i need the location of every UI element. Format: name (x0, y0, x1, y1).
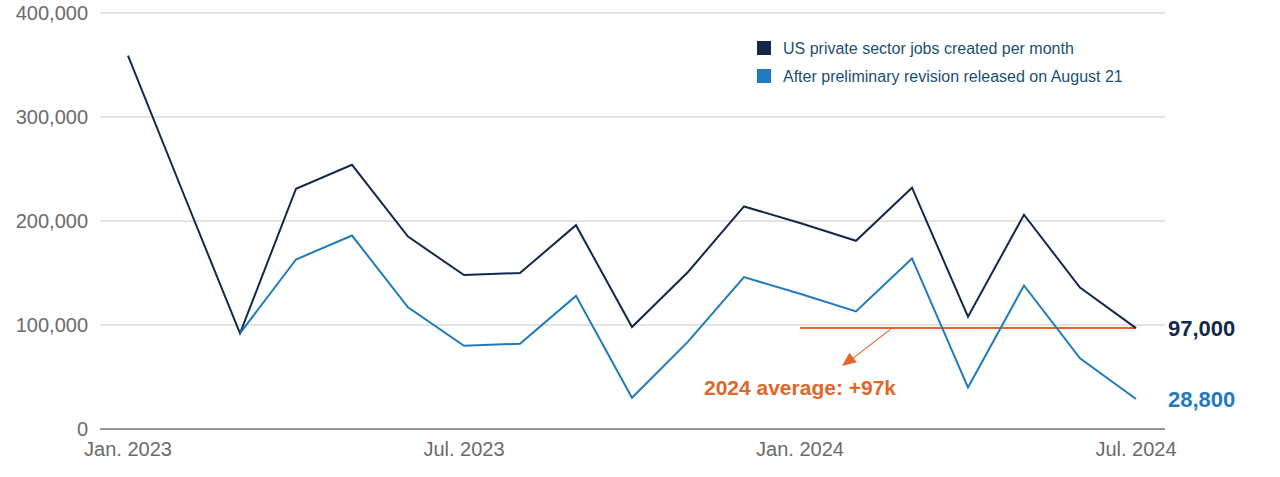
y-tick-label: 200,000 (16, 210, 88, 232)
y-tick-label: 100,000 (16, 314, 88, 336)
legend: US private sector jobs created per month… (757, 40, 1123, 85)
plot-area (128, 56, 1136, 399)
annotation-arrowhead (842, 353, 857, 366)
y-tick-label: 400,000 (16, 2, 88, 24)
data-label: 97,000 (1168, 316, 1235, 341)
x-tick-label: Jan. 2024 (756, 438, 844, 460)
x-tick-label: Jul. 2023 (423, 438, 504, 460)
chart: 0 100,000 200,000 300,000 400,000 Jan. 2023 Ju… (0, 0, 1280, 477)
x-tick-label: Jan. 2023 (84, 438, 172, 460)
grid-line (100, 221, 1165, 222)
series-line (240, 236, 1136, 399)
legend-label: US private sector jobs created per month (783, 40, 1074, 57)
grid-line (100, 117, 1165, 118)
y-tick-label: 0 (77, 418, 88, 440)
data-label: 28,800 (1168, 387, 1235, 412)
legend-label: After preliminary revision released on A… (783, 68, 1123, 85)
x-axis-line (100, 428, 1165, 429)
grid-line (100, 429, 1165, 430)
grid-line (100, 13, 1165, 14)
annotation-line (800, 327, 1136, 329)
x-tick-label: Jul. 2024 (1095, 438, 1176, 460)
series-line (128, 56, 1136, 334)
y-tick-label: 300,000 (16, 106, 88, 128)
legend-swatch (757, 69, 771, 83)
annotation-text: 2024 average: +97k (704, 376, 896, 399)
annotation-arrow (848, 329, 891, 362)
legend-swatch (757, 41, 771, 55)
